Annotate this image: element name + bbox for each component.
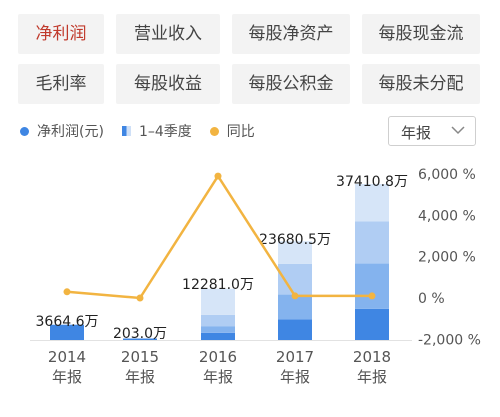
x-axis-tick-label: 2015: [121, 348, 159, 366]
x-axis-tick-label: 年报: [357, 368, 387, 386]
yoy-point: [63, 288, 71, 296]
bar-segment: [201, 314, 235, 327]
right-axis-tick-label: 6,000 %: [418, 167, 476, 183]
x-axis-tick-label: 年报: [125, 368, 155, 386]
legend-quarters[interactable]: 1–4季度: [121, 121, 192, 141]
bar-segment: [278, 241, 312, 264]
right-axis-tick-label: 4,000 %: [418, 208, 476, 224]
x-axis-tick-label: 年报: [203, 368, 233, 386]
bar-value-label: 12281.0万: [182, 277, 254, 293]
bar-segment: [123, 338, 157, 340]
tab-cashflow-per-share[interactable]: 每股现金流: [362, 14, 480, 54]
orange-dot-icon: [209, 126, 219, 136]
legend-yoy-label: 同比: [226, 124, 255, 140]
tab-net-profit[interactable]: 净利润: [18, 14, 104, 54]
x-axis-tick-label: 年报: [52, 368, 82, 386]
tab-reserve-per-share[interactable]: 每股公积金: [232, 64, 350, 104]
bar-segment: [355, 221, 389, 264]
legend-net-profit[interactable]: 净利润(元): [20, 121, 104, 141]
bar-value-label: 203.0万: [113, 326, 167, 342]
legend-yoy[interactable]: 同比: [209, 121, 255, 141]
x-axis-tick-label: 年报: [280, 368, 310, 386]
tab-revenue[interactable]: 营业收入: [116, 14, 220, 54]
legend-quarters-label: 1–4季度: [138, 124, 192, 140]
bar-segment: [278, 294, 312, 320]
bar-value-label: 23680.5万: [259, 232, 331, 248]
period-select[interactable]: 年报: [388, 116, 476, 146]
yoy-line: [66, 173, 372, 300]
blue-dot-icon: [20, 126, 29, 136]
right-axis-tick-label: 0 %: [418, 291, 445, 307]
quarter-swatch-icon: [121, 126, 131, 136]
bar-value-label: 37410.8万: [336, 174, 408, 190]
bar-segment: [355, 263, 389, 309]
bar-segment: [201, 326, 235, 333]
legend-net-profit-label: 净利润(元): [37, 124, 104, 140]
x-axis-tick-label: 2016: [199, 348, 237, 366]
yoy-point: [291, 292, 299, 300]
right-axis-tick-label: 2,000 %: [418, 250, 476, 266]
tab-undistributed-per-share[interactable]: 每股未分配: [362, 64, 480, 104]
bar-segment: [50, 324, 84, 340]
bar-segment: [278, 263, 312, 295]
bar-segment: [355, 184, 389, 222]
x-axis-tick-label: 2018: [353, 348, 391, 366]
bar-segment: [201, 288, 235, 315]
yoy-point: [136, 294, 144, 302]
bar-segment: [278, 319, 312, 340]
tab-net-assets-per-share[interactable]: 每股净资产: [232, 14, 350, 54]
right-axis-tick-label: -2,000 %: [418, 332, 481, 348]
x-axis-tick-label: 2017: [276, 348, 314, 366]
bar-segment: [201, 332, 235, 340]
chart-legend: 净利润(元) 1–4季度 同比: [20, 118, 273, 144]
chevron-down-icon: [451, 126, 465, 135]
period-select-value: 年报: [401, 124, 432, 142]
tab-gross-margin[interactable]: 毛利率: [18, 64, 104, 104]
x-axis-tick-label: 2014: [48, 348, 86, 366]
yoy-point: [368, 292, 376, 300]
tab-eps[interactable]: 每股收益: [116, 64, 220, 104]
bar-segment: [355, 308, 389, 340]
yoy-point: [214, 172, 222, 180]
bar-value-label: 3664.6万: [36, 314, 99, 330]
